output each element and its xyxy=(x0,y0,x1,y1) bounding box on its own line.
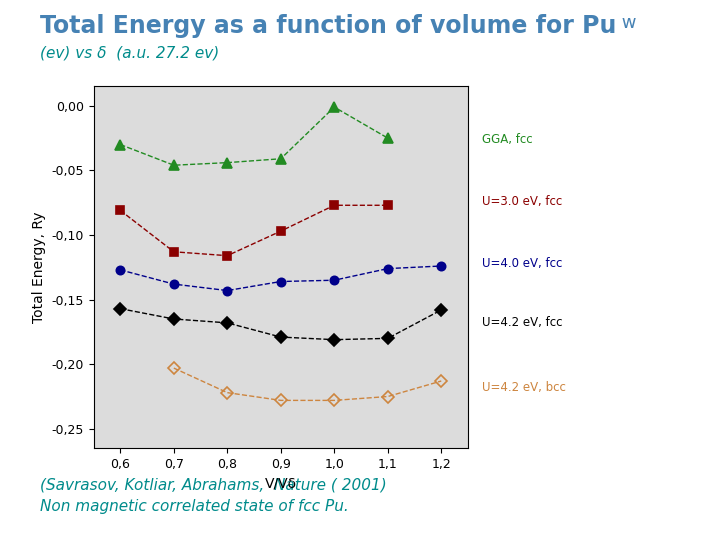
Text: U=4.2 eV, fcc: U=4.2 eV, fcc xyxy=(482,316,563,329)
Text: w: w xyxy=(616,14,636,31)
Text: Non magnetic correlated state of fcc Pu.: Non magnetic correlated state of fcc Pu. xyxy=(40,500,348,515)
Text: Total Energy as a function of volume for Pu: Total Energy as a function of volume for… xyxy=(40,14,616,37)
Y-axis label: Total Energy, Ry: Total Energy, Ry xyxy=(32,212,46,323)
Text: GGA, fcc: GGA, fcc xyxy=(482,133,533,146)
Text: U=4.0 eV, fcc: U=4.0 eV, fcc xyxy=(482,257,563,270)
Text: (Savrasov, Kotliar, Abrahams,  Nature ( 2001): (Savrasov, Kotliar, Abrahams, Nature ( 2… xyxy=(40,478,387,493)
X-axis label: V/Vδ: V/Vδ xyxy=(265,476,297,490)
Text: U=4.2 eV, bcc: U=4.2 eV, bcc xyxy=(482,381,566,394)
Text: U=3.0 eV, fcc: U=3.0 eV, fcc xyxy=(482,195,562,208)
Text: (ev) vs δ  (a.u. 27.2 ev): (ev) vs δ (a.u. 27.2 ev) xyxy=(40,46,219,61)
